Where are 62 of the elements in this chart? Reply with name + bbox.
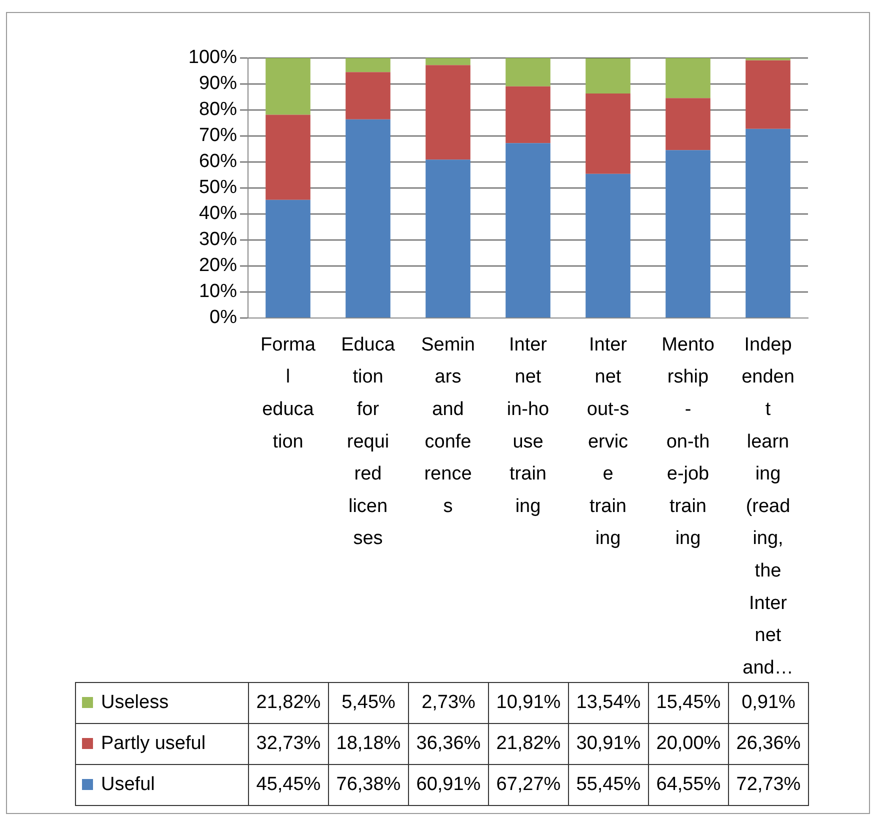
- y-tick-label: 100%: [188, 47, 238, 68]
- bar: [506, 86, 550, 144]
- data-label: 55,45%: [568, 764, 648, 806]
- y-tick-label: 20%: [198, 255, 238, 276]
- bar: [666, 58, 710, 98]
- x-tick-label: Internet out-service training: [586, 334, 630, 550]
- y-tick-label: 40%: [198, 203, 238, 224]
- y-tick-label: 30%: [198, 229, 238, 250]
- bar: [666, 150, 710, 318]
- bar: [586, 174, 630, 318]
- data-label: 72,73%: [728, 764, 808, 806]
- data-label: 2,73%: [408, 682, 488, 724]
- bar: [746, 128, 790, 318]
- y-tick-label: 90%: [198, 73, 238, 94]
- x-tick-label: Seminars and conferences: [421, 334, 475, 517]
- bar: [426, 58, 470, 66]
- y-tick-label: 80%: [198, 99, 238, 120]
- data-label: 0,91%: [728, 682, 808, 724]
- x-tick-label: Formal education: [260, 334, 316, 452]
- data-label: 5,45%: [328, 682, 408, 724]
- data-label: 36,36%: [408, 724, 488, 764]
- y-tick-label: 0%: [210, 307, 238, 328]
- data-label: 21,82%: [248, 682, 328, 724]
- bar: [266, 200, 310, 318]
- category-label: Independent learning (reading, the Internet and…: [742, 334, 794, 678]
- data-label: 13,54%: [568, 682, 648, 724]
- data-label: 10,91%: [488, 682, 568, 724]
- x-tick-label: Education for required licenses: [341, 334, 396, 550]
- y-tick-label: 50%: [198, 177, 238, 198]
- bar: [346, 119, 390, 318]
- data-label: 21,82%: [488, 724, 568, 764]
- bar: [506, 58, 550, 86]
- data-label: 76,38%: [328, 764, 408, 806]
- bar: [346, 58, 390, 72]
- data-label: 30,91%: [568, 724, 648, 764]
- data-label: 45,45%: [248, 764, 328, 806]
- bar: [666, 98, 710, 150]
- bar: [586, 93, 630, 174]
- bar: [746, 60, 790, 129]
- y-tick-label: 10%: [198, 281, 238, 302]
- legend-label: Partly useful: [76, 724, 248, 764]
- y-tick-label: 70%: [198, 125, 238, 146]
- bar: [426, 160, 470, 318]
- data-label: 67,27%: [488, 764, 568, 806]
- bar: [266, 58, 310, 115]
- x-tick-label: Mentorship - on-the-job training: [662, 334, 714, 550]
- y-tick-label: 60%: [198, 151, 238, 172]
- data-label: 64,55%: [648, 764, 728, 806]
- bar: [586, 58, 630, 94]
- legend-label: Useful: [76, 764, 248, 806]
- legend-label: Useless: [76, 682, 248, 724]
- data-label: 20,00%: [648, 724, 728, 764]
- data-label: 18,18%: [328, 724, 408, 764]
- x-tick-label: Internet in-house training: [506, 334, 550, 517]
- bar: [506, 143, 550, 318]
- data-label: 60,91%: [408, 764, 488, 806]
- data-label: 15,45%: [648, 682, 728, 724]
- bar: [426, 65, 470, 160]
- bar: [266, 114, 310, 200]
- data-label: 26,36%: [728, 724, 808, 764]
- bar: [346, 72, 390, 120]
- data-label: 32,73%: [248, 724, 328, 764]
